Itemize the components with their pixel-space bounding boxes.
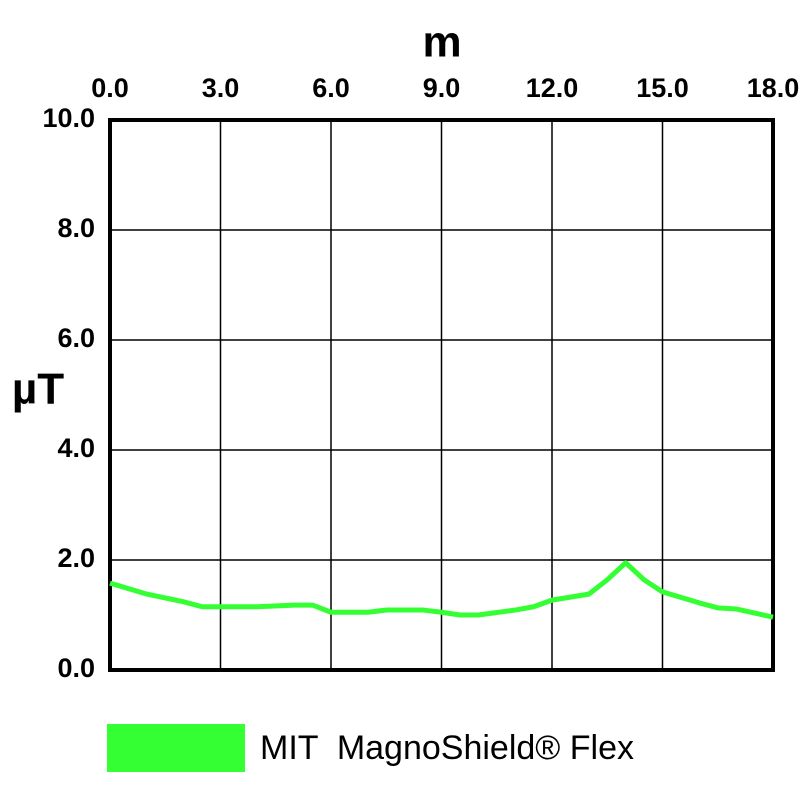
x-tick-label: 12.0 xyxy=(526,73,579,103)
x-tick-label: 18.0 xyxy=(747,73,800,103)
y-tick-label: 8.0 xyxy=(57,213,95,243)
legend-swatch xyxy=(107,724,245,772)
x-tick-label: 3.0 xyxy=(202,73,240,103)
plot-frame xyxy=(108,118,775,672)
x-tick-label: 0.0 xyxy=(91,73,129,103)
data-line xyxy=(109,560,774,620)
x-tick-label: 15.0 xyxy=(636,73,689,103)
y-tick-label: 2.0 xyxy=(57,543,95,573)
y-tick-label: 4.0 xyxy=(57,433,95,463)
x-tick-label: 6.0 xyxy=(312,73,350,103)
y-tick-label: 10.0 xyxy=(42,103,95,133)
legend-label: MIT MagnoShield® Flex xyxy=(260,729,634,767)
x-axis-label: m xyxy=(422,18,461,67)
y-tick-label: 0.0 xyxy=(57,653,95,683)
y-axis-label: µT xyxy=(12,365,64,414)
y-tick-label: 6.0 xyxy=(57,323,95,353)
x-tick-label: 9.0 xyxy=(423,73,461,103)
